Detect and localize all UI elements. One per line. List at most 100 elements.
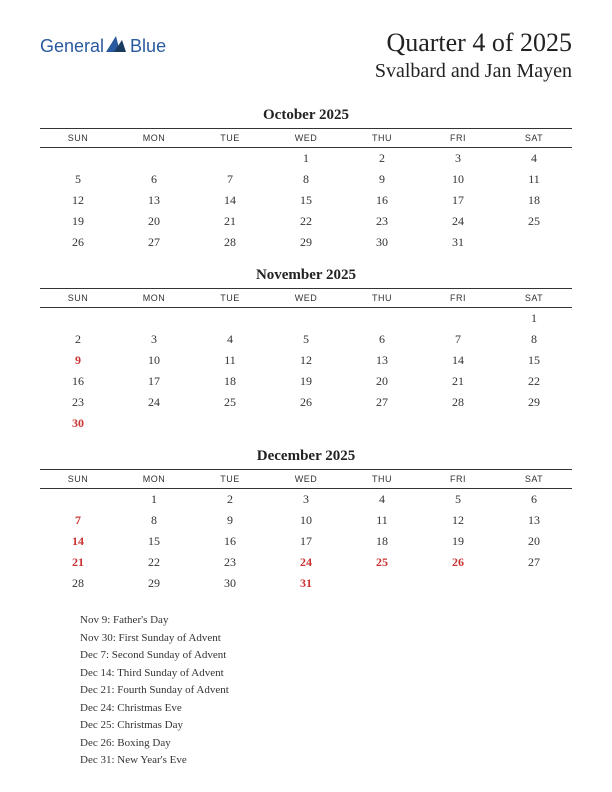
calendar-cell: 3 [420,148,496,170]
day-header: SAT [496,129,572,148]
calendar-row: 78910111213 [40,510,572,531]
calendar-row: 123456 [40,489,572,511]
calendar-cell [116,148,192,170]
month-name: October 2025 [40,107,572,124]
calendar-cell: 6 [116,169,192,190]
calendar-row: 23242526272829 [40,392,572,413]
calendar-cell: 8 [496,329,572,350]
calendar-cell: 18 [496,190,572,211]
holidays-list: Nov 9: Father's DayNov 30: First Sunday … [80,612,572,769]
calendar-cell: 30 [344,232,420,253]
calendar-cell: 27 [344,392,420,413]
calendar-cell: 23 [192,552,268,573]
calendar-row: 1 [40,308,572,330]
calendar-cell: 17 [268,531,344,552]
calendar-cell: 25 [344,552,420,573]
calendar-row: 30 [40,413,572,434]
calendar-cell [496,573,572,594]
calendar-cell: 16 [40,371,116,392]
calendar-month: October 2025SUNMONTUEWEDTHUFRISAT1234567… [40,107,572,253]
day-header: TUE [192,470,268,489]
day-header: WED [268,470,344,489]
calendar-cell: 1 [496,308,572,330]
calendar-cell [116,413,192,434]
month-name: December 2025 [40,448,572,465]
day-header: SUN [40,470,116,489]
title-block: Quarter 4 of 2025 Svalbard and Jan Mayen [375,28,572,83]
calendar-cell: 14 [420,350,496,371]
calendar-cell: 31 [420,232,496,253]
calendar-cell: 2 [40,329,116,350]
calendar-cell: 15 [496,350,572,371]
calendar-cell: 9 [40,350,116,371]
calendar-cell: 28 [420,392,496,413]
calendar-cell: 28 [40,573,116,594]
calendar-row: 9101112131415 [40,350,572,371]
holiday-entry: Dec 7: Second Sunday of Advent [80,647,572,664]
logo-text-blue: Blue [130,36,166,57]
day-header: MON [116,289,192,308]
calendar-cell: 13 [344,350,420,371]
calendar-row: 16171819202122 [40,371,572,392]
logo: General Blue [40,34,166,59]
calendar-cell: 18 [192,371,268,392]
calendar-cell [40,308,116,330]
calendar-cell: 30 [192,573,268,594]
calendar-row: 262728293031 [40,232,572,253]
calendar-cell: 28 [192,232,268,253]
calendar-row: 28293031 [40,573,572,594]
calendar-row: 21222324252627 [40,552,572,573]
day-header: SUN [40,289,116,308]
quarter-title: Quarter 4 of 2025 [375,28,572,58]
calendar-cell: 13 [116,190,192,211]
calendar-cell [420,573,496,594]
calendar-cell: 14 [192,190,268,211]
calendar-cell [496,232,572,253]
calendar-cell: 12 [420,510,496,531]
calendar-cell: 27 [116,232,192,253]
calendar-cell: 26 [420,552,496,573]
calendar-cell: 14 [40,531,116,552]
holiday-entry: Dec 31: New Year's Eve [80,752,572,769]
holiday-entry: Dec 21: Fourth Sunday of Advent [80,682,572,699]
calendar-cell: 4 [192,329,268,350]
calendar-cell [420,308,496,330]
calendar-cell: 25 [496,211,572,232]
calendar-row: 567891011 [40,169,572,190]
day-header: TUE [192,289,268,308]
calendar-cell: 2 [344,148,420,170]
calendar-cell [420,413,496,434]
day-header: SUN [40,129,116,148]
calendar-cell: 10 [420,169,496,190]
calendar-cell: 18 [344,531,420,552]
calendar-cell: 17 [116,371,192,392]
calendar-cell [40,148,116,170]
holiday-entry: Dec 14: Third Sunday of Advent [80,665,572,682]
calendar-cell: 26 [40,232,116,253]
calendar-cell [116,308,192,330]
calendar-cell: 12 [268,350,344,371]
holiday-entry: Dec 26: Boxing Day [80,735,572,752]
calendar-row: 2345678 [40,329,572,350]
calendar-cell: 6 [344,329,420,350]
calendar-cell: 3 [268,489,344,511]
calendar-cell: 20 [344,371,420,392]
calendar-cell: 20 [116,211,192,232]
calendar-cell [192,308,268,330]
calendar-row: 12131415161718 [40,190,572,211]
holiday-entry: Nov 9: Father's Day [80,612,572,629]
calendar-cell: 7 [192,169,268,190]
calendar-cell: 1 [268,148,344,170]
calendar-cell: 16 [192,531,268,552]
calendar-cell: 21 [420,371,496,392]
calendar-cell [40,489,116,511]
calendar-cell: 21 [40,552,116,573]
calendar-cell: 8 [268,169,344,190]
calendar-cell: 4 [496,148,572,170]
calendar-cell: 19 [268,371,344,392]
day-header: THU [344,129,420,148]
calendar-row: 19202122232425 [40,211,572,232]
day-header: THU [344,289,420,308]
calendar-cell: 4 [344,489,420,511]
calendar-cell: 9 [344,169,420,190]
